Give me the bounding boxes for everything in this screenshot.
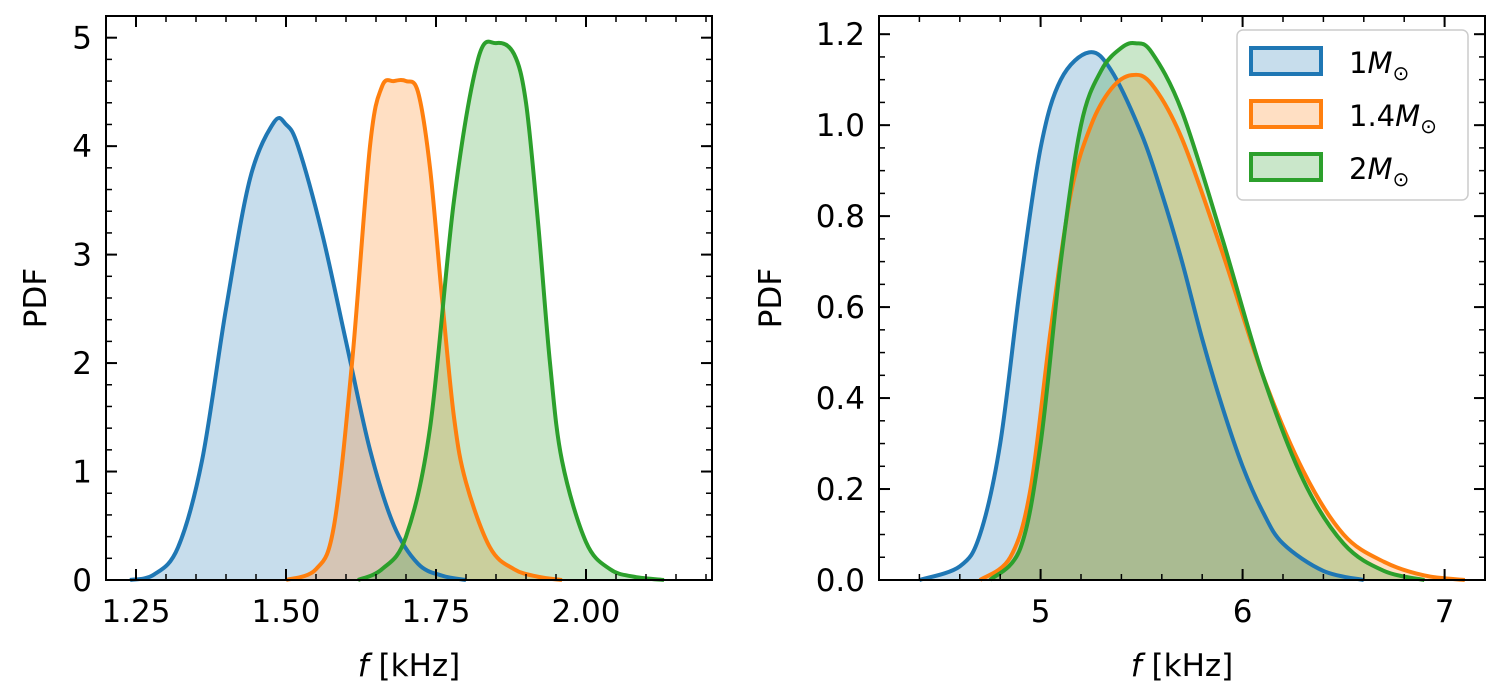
legend-label-2msun: 2M⊙: [1349, 152, 1409, 191]
right-y-tick-label: 0.4: [816, 381, 865, 417]
legend-label-1-4msun: 1.4M⊙: [1349, 99, 1437, 138]
left-series-0-fill: [130, 117, 466, 581]
chart-legend: 1M⊙ 1.4M⊙ 2M⊙: [1236, 29, 1469, 201]
left-series-1-line: [285, 78, 563, 582]
right-chart-panel: 5 6 7 0.0 0.2 0.4 0.6 0.8 1.0 1.2 f [kHz] PDF 1M⊙…: [753, 15, 1486, 684]
left-series-1-fill: [286, 80, 562, 580]
left-y-tick-label: 5: [72, 21, 92, 57]
right-series-1-fill: [980, 74, 1465, 581]
right-y-tick-label: 0.0: [816, 563, 865, 599]
left-x-tick-label: 2.00: [551, 594, 620, 630]
right-y-tick-label: 0.8: [816, 199, 865, 235]
right-x-axis-label: f [kHz]: [1131, 648, 1234, 684]
legend-swatch-green: [1249, 152, 1323, 182]
right-chart-ticks: 5 6 7 0.0 0.2 0.4 0.6 0.8 1.0 1.2: [816, 16, 1486, 630]
right-x-tick-label: 7: [1435, 594, 1455, 630]
right-y-axis-label: PDF: [753, 268, 789, 328]
legend-label-1msun: 1M⊙: [1349, 46, 1409, 85]
right-y-tick-label: 1.0: [816, 108, 865, 144]
legend-swatch-blue: [1249, 46, 1323, 76]
right-series-0-line: [918, 50, 1365, 582]
left-series-0-line: [129, 115, 467, 582]
right-series-2-line: [988, 41, 1425, 582]
right-series-1-line: [978, 72, 1466, 582]
right-chart-series: [918, 41, 1466, 582]
left-chart-ticks: 1.25 1.50 1.75 2.00 0 1 2 3 4 5: [72, 15, 712, 630]
left-chart-panel: 1.25 1.50 1.75 2.00 0 1 2 3 4 5 f [kHz] PDF: [18, 15, 713, 684]
left-x-tick-label: 1.25: [101, 594, 170, 630]
left-series-2-fill: [358, 41, 664, 581]
left-y-tick-label: 4: [72, 129, 92, 165]
left-x-axis-label: f [kHz]: [358, 648, 461, 684]
legend-entry-1-4msun: 1.4M⊙: [1249, 99, 1437, 138]
right-y-tick-label: 1.2: [816, 17, 865, 53]
right-x-tick-label: 5: [1031, 594, 1051, 630]
left-y-tick-label: 1: [72, 455, 92, 491]
legend-entry-2msun: 2M⊙: [1249, 152, 1409, 191]
left-x-tick-label: 1.75: [401, 594, 470, 630]
right-y-tick-label: 0.6: [816, 290, 865, 326]
right-series-2-fill: [990, 43, 1425, 581]
right-x-tick-label: 6: [1233, 594, 1253, 630]
right-y-tick-label: 0.2: [816, 472, 865, 508]
legend-entry-1msun: 1M⊙: [1249, 46, 1409, 85]
left-y-tick-label: 0: [72, 563, 92, 599]
left-series-2-line: [357, 39, 665, 582]
left-y-axis-label: PDF: [18, 268, 54, 328]
right-series-0-fill: [919, 52, 1364, 580]
right-chart-frame: [878, 15, 1486, 581]
left-chart-series: [129, 39, 665, 582]
left-y-tick-label: 2: [72, 346, 92, 382]
legend-swatch-orange: [1249, 99, 1323, 129]
left-x-tick-label: 1.50: [251, 594, 320, 630]
left-y-tick-label: 3: [72, 238, 92, 274]
